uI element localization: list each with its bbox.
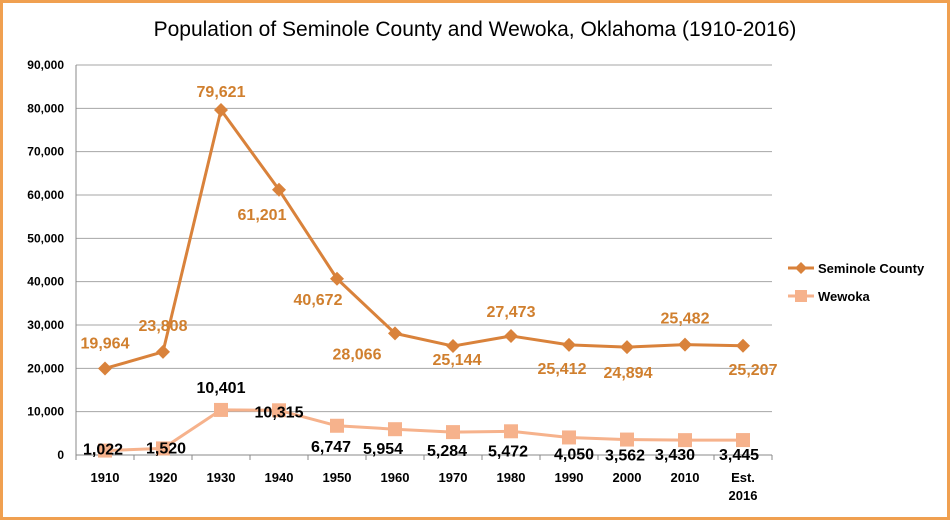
y-tick-label: 0 bbox=[57, 448, 64, 462]
wewoka-data-label: 10,401 bbox=[197, 380, 246, 397]
seminole-data-label: 24,894 bbox=[604, 365, 653, 382]
series-line-1 bbox=[104, 108, 744, 370]
x-tick-label: 1940 bbox=[265, 470, 294, 485]
wewoka-point bbox=[156, 441, 170, 456]
x-tick-label: 1950 bbox=[323, 470, 352, 485]
wewoka-data-label: 5,284 bbox=[427, 443, 467, 460]
wewoka-data-label: 5,954 bbox=[363, 441, 403, 458]
x-axis-ticks: 1910 1920 1930 1940 1950 1960 1970 1980 1990 2000… bbox=[75, 455, 773, 503]
wewoka-data-label: 10,315 bbox=[255, 404, 304, 421]
y-tick-label: 50,000 bbox=[27, 231, 64, 245]
seminole-point bbox=[272, 182, 286, 197]
seminole-point bbox=[562, 337, 576, 352]
seminole-data-label: 27,473 bbox=[487, 304, 536, 321]
y-tick-label: 90,000 bbox=[27, 58, 64, 72]
seminole-point bbox=[504, 328, 518, 343]
wewoka-data-label: 3,445 bbox=[719, 447, 759, 464]
seminole-data-label: 61,201 bbox=[238, 207, 287, 224]
y-axis-ticks: 0 10,000 20,000 30,000 40,000 50,000 60,000 70,… bbox=[27, 58, 64, 462]
x-tick-label: 1930 bbox=[207, 470, 236, 485]
wewoka-point bbox=[272, 403, 286, 418]
wewoka-point bbox=[562, 430, 576, 445]
seminole-data-label: 40,672 bbox=[294, 292, 343, 309]
series-line-2 bbox=[104, 408, 744, 453]
x-tick-label: 1960 bbox=[381, 470, 410, 485]
seminole-data-label: 25,482 bbox=[661, 311, 710, 328]
wewoka-point bbox=[678, 433, 692, 448]
x-tick-label: 1910 bbox=[91, 470, 120, 485]
seminole-point bbox=[736, 338, 750, 353]
series-layer bbox=[98, 102, 750, 458]
seminole-point bbox=[330, 271, 344, 286]
seminole-point bbox=[98, 361, 112, 376]
data-labels: 19,964 23,808 79,621 61,201 40,672 28,066 25,1… bbox=[81, 84, 778, 465]
x-tick-label: 2000 bbox=[613, 470, 642, 485]
x-tick-label-line: 2016 bbox=[729, 488, 758, 503]
y-tick-label: 80,000 bbox=[27, 101, 64, 115]
wewoka-point bbox=[388, 422, 402, 437]
seminole-data-label: 25,144 bbox=[433, 352, 482, 369]
wewoka-data-label: 1,520 bbox=[146, 440, 186, 457]
seminole-data-label: 25,207 bbox=[729, 362, 778, 379]
seminole-point bbox=[388, 326, 402, 341]
y-tick-label: 40,000 bbox=[27, 275, 64, 289]
x-tick-label: Est. 2016 bbox=[729, 470, 758, 503]
chart-title: Population of Seminole County and Wewoka… bbox=[153, 18, 797, 41]
y-tick-label: 70,000 bbox=[27, 145, 64, 159]
wewoka-point bbox=[504, 424, 518, 439]
seminole-point bbox=[214, 102, 228, 117]
wewoka-data-label: 6,747 bbox=[311, 439, 351, 456]
y-tick-label: 10,000 bbox=[27, 405, 64, 419]
y-tick-label: 20,000 bbox=[27, 361, 64, 375]
legend: Seminole County Wewoka bbox=[788, 261, 925, 304]
wewoka-data-label: 3,430 bbox=[655, 447, 695, 464]
seminole-data-label: 79,621 bbox=[197, 84, 246, 101]
wewoka-point bbox=[330, 418, 344, 433]
wewoka-data-label: 4,050 bbox=[554, 446, 594, 463]
wewoka-data-label: 3,562 bbox=[605, 448, 645, 465]
wewoka-data-label: 5,472 bbox=[488, 443, 528, 460]
seminole-point bbox=[620, 340, 634, 355]
seminole-point bbox=[156, 344, 170, 359]
legend-marker bbox=[795, 262, 807, 274]
seminole-point bbox=[446, 339, 460, 354]
seminole-data-label: 23,808 bbox=[139, 318, 188, 335]
seminole-data-label: 19,964 bbox=[81, 335, 130, 352]
legend-marker bbox=[795, 290, 807, 302]
x-tick-label: 1990 bbox=[555, 470, 584, 485]
legend-label: Seminole County bbox=[818, 261, 925, 276]
wewoka-point bbox=[446, 425, 460, 440]
y-tick-label: 30,000 bbox=[27, 318, 64, 332]
seminole-point bbox=[678, 337, 692, 352]
wewoka-point bbox=[736, 433, 750, 448]
y-tick-label: 60,000 bbox=[27, 188, 64, 202]
wewoka-point bbox=[620, 432, 634, 447]
x-tick-label: 1980 bbox=[497, 470, 526, 485]
seminole-data-label: 28,066 bbox=[333, 346, 382, 363]
wewoka-data-label: 1,022 bbox=[83, 442, 123, 459]
x-tick-label: 1920 bbox=[149, 470, 178, 485]
x-tick-label: 1970 bbox=[439, 470, 468, 485]
x-tick-label: 2010 bbox=[671, 470, 700, 485]
gridlines bbox=[75, 64, 772, 456]
wewoka-point bbox=[98, 443, 112, 458]
seminole-data-label: 25,412 bbox=[538, 361, 587, 378]
legend-label: Wewoka bbox=[818, 289, 871, 304]
x-tick-label-line: Est. bbox=[731, 470, 755, 485]
wewoka-point bbox=[214, 402, 228, 417]
